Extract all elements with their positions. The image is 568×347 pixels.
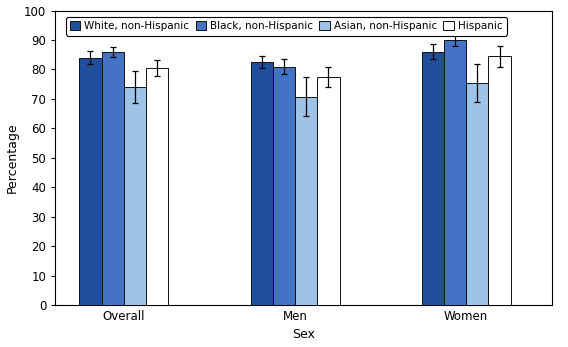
- Legend: White, non-Hispanic, Black, non-Hispanic, Asian, non-Hispanic, Hispanic: White, non-Hispanic, Black, non-Hispanic…: [65, 17, 507, 36]
- Bar: [488, 56, 511, 305]
- Bar: [124, 87, 146, 305]
- Bar: [466, 83, 488, 305]
- Bar: [318, 77, 340, 305]
- Bar: [146, 68, 168, 305]
- Bar: [273, 67, 295, 305]
- Bar: [250, 62, 273, 305]
- Bar: [80, 58, 102, 305]
- Bar: [444, 40, 466, 305]
- Bar: [102, 52, 124, 305]
- X-axis label: Sex: Sex: [292, 329, 315, 341]
- Y-axis label: Percentage: Percentage: [6, 122, 19, 193]
- Bar: [421, 52, 444, 305]
- Bar: [295, 96, 318, 305]
